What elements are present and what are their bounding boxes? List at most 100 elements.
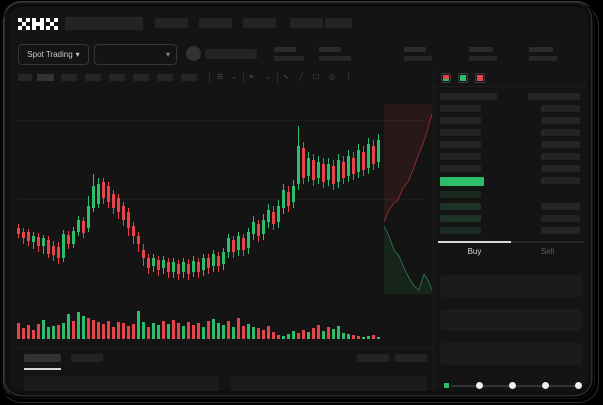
orderbook-bid-row[interactable] (440, 191, 481, 198)
volume-bar (277, 335, 280, 339)
line-chart-icon[interactable]: ∿ (283, 74, 289, 81)
okx-logo[interactable] (18, 18, 58, 30)
order-tab-sell[interactable]: Sell (540, 247, 555, 256)
timeframe-4h[interactable] (109, 74, 125, 81)
order-amount-slider[interactable] (442, 380, 582, 391)
candle-body (47, 240, 50, 254)
timeframe-1w[interactable] (157, 74, 173, 81)
orderbook-bid-row[interactable] (440, 215, 481, 222)
market-type-dropdown[interactable]: Spot Trading ▾ (18, 44, 89, 65)
orderbook-ask-row[interactable] (440, 105, 481, 112)
orderbook-ask-row[interactable] (440, 141, 481, 148)
order-price-field[interactable] (440, 275, 582, 297)
candle-body (67, 235, 70, 244)
candle (357, 86, 360, 295)
candlestick-chart[interactable] (9, 86, 433, 295)
orderbook-bid-row[interactable] (440, 227, 481, 234)
fullscreen-icon[interactable]: ⎱ (345, 74, 352, 81)
bottom-action-2[interactable] (395, 354, 427, 362)
slider-handle[interactable] (442, 381, 451, 390)
candle (127, 86, 130, 295)
orderbook-ask-amount (541, 117, 580, 124)
alert-clock-icon[interactable]: ◎ (329, 74, 336, 81)
volume-bar (187, 322, 190, 339)
orderbook-view-bids-icon[interactable] (458, 73, 468, 83)
volume-bar (177, 323, 180, 339)
slider-stop-50[interactable] (509, 382, 516, 389)
timeframe-more[interactable] (181, 74, 197, 81)
volume-bar (247, 324, 250, 339)
timeframe-15m[interactable] (61, 74, 77, 81)
order-tabs-track (438, 241, 584, 243)
nav-item-4[interactable] (290, 18, 323, 28)
volume-bar (347, 334, 350, 339)
timeframe-1d[interactable] (133, 74, 149, 81)
volume-bar (372, 335, 375, 339)
volume-bar (252, 327, 255, 339)
orderbook-ask-row[interactable] (440, 153, 481, 160)
timeframe-1h[interactable] (85, 74, 101, 81)
candle-body (22, 232, 25, 238)
order-amount-field[interactable] (440, 309, 582, 331)
nav-item-2[interactable] (199, 18, 232, 28)
nav-item-1[interactable] (155, 18, 188, 28)
candle (297, 86, 300, 295)
candle-body (187, 264, 190, 274)
timeframe-1m[interactable] (18, 74, 32, 81)
volume-bar (202, 327, 205, 339)
global-search-input[interactable] (65, 17, 143, 30)
candle-body (377, 140, 380, 162)
orderbook-ask-row[interactable] (440, 165, 481, 172)
orderbook-ask-amount (541, 165, 580, 172)
candle-body (77, 220, 80, 232)
candle (222, 86, 225, 295)
candle-body (212, 254, 215, 266)
candle-body (42, 238, 45, 246)
settings-list-icon[interactable]: ≡ (249, 74, 254, 81)
nav-item-5[interactable] (325, 18, 352, 28)
candle (327, 86, 330, 295)
bottom-tab-order-history[interactable] (71, 354, 103, 362)
orderbook-ask-row[interactable] (440, 129, 481, 136)
bottom-action-1[interactable] (357, 354, 389, 362)
candle (377, 86, 380, 295)
compare-chevron-icon[interactable]: ⌄ (265, 74, 271, 81)
volume-bar (227, 321, 230, 339)
candle (157, 86, 160, 295)
orderbook-view-asks-icon[interactable] (475, 73, 485, 83)
candle (202, 86, 205, 295)
orderbook-last-amount (541, 177, 580, 184)
coin-avatar (186, 46, 201, 61)
orderbook-view-both-icon[interactable] (441, 73, 451, 83)
candle-body (82, 221, 85, 233)
camera-icon[interactable]: ☐ (313, 74, 320, 81)
top-navigation-bar (9, 7, 587, 40)
nav-item-3[interactable] (243, 18, 276, 28)
volume-bar (22, 328, 25, 339)
slider-stop-75[interactable] (542, 382, 549, 389)
candle (147, 86, 150, 295)
slider-stop-25[interactable] (476, 382, 483, 389)
candle (122, 86, 125, 295)
timeframe-5m[interactable] (37, 74, 54, 81)
bottom-tab-open-orders[interactable] (24, 354, 61, 362)
indicators-icon[interactable]: ☰ (217, 74, 224, 81)
orderbook-header-price (440, 93, 497, 100)
candle (137, 86, 140, 295)
candle-body (342, 162, 345, 178)
candle (192, 86, 195, 295)
volume-bar (42, 320, 45, 339)
order-tab-buy[interactable]: Buy (467, 247, 482, 256)
volume-bar (312, 328, 315, 339)
order-total-field[interactable] (440, 343, 582, 365)
drawing-pencil-icon[interactable]: ╱ (299, 74, 304, 81)
stat-turnover-24h (529, 47, 557, 61)
orderbook-ask-amount (541, 129, 580, 136)
chart-type-chevron-icon[interactable]: ⌄ (231, 74, 237, 81)
pair-select[interactable]: ▾ (94, 44, 177, 65)
orderbook-bid-row[interactable] (440, 203, 481, 210)
candle (117, 86, 120, 295)
orderbook-ask-row[interactable] (440, 117, 481, 124)
slider-stop-100[interactable] (575, 382, 582, 389)
